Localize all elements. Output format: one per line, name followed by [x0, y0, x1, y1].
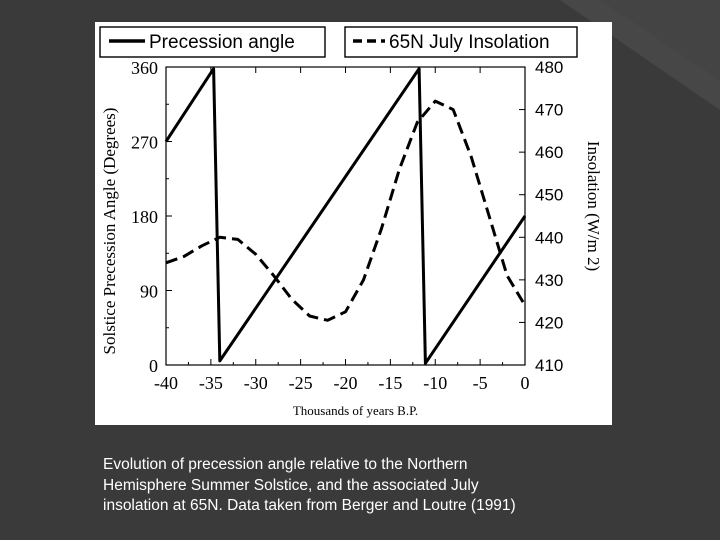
caption-line-3: insolation at 65N. Data taken from Berge… — [103, 497, 516, 514]
series-line-precession — [164, 67, 527, 365]
legend-label-precession: Precession angle — [149, 32, 295, 53]
y-right-tick-label: 420 — [535, 313, 563, 332]
x-axis-label: Thousands of years B.P. — [293, 403, 418, 418]
precession-insolation-chart: -40 -35 -30 -25 -20 -15 -10 -5 0 0 90 180 270 360 410 4… — [99, 26, 603, 418]
x-tick-label: -35 — [199, 373, 223, 393]
x-tick-label: -40 — [154, 373, 178, 393]
y-left-tick-label: 360 — [131, 58, 158, 78]
y-right-tick-label: 460 — [535, 143, 563, 162]
x-tick-label: -15 — [378, 373, 402, 393]
y-right-tick-label: 470 — [535, 101, 563, 120]
figure-caption: Evolution of precession angle relative t… — [103, 455, 623, 517]
caption-line-1: Evolution of precession angle relative t… — [103, 456, 468, 473]
series-line-insolation — [165, 99, 527, 322]
y-right-tick-label: 410 — [535, 356, 563, 375]
x-tick-label: -20 — [334, 373, 358, 393]
y-right-tick-label: 430 — [535, 271, 563, 290]
x-tick-label: 0 — [521, 373, 530, 393]
y-left-tick-label: 270 — [131, 133, 158, 153]
y-right-axis-label: Insolation (W/m 2) — [584, 141, 603, 271]
x-tick-label: -25 — [289, 373, 313, 393]
x-tick-label: -5 — [473, 373, 488, 393]
y-left-axis-label: Solstice Precession Angle (Degrees) — [100, 108, 119, 355]
y-right-tick-label: 450 — [535, 186, 563, 205]
y-left-tick-label: 90 — [140, 282, 158, 302]
legend-box-precession — [99, 26, 326, 58]
y-right-tick-label: 480 — [535, 58, 563, 77]
y-left-tick-label: 0 — [149, 356, 158, 376]
chart-figure: -40 -35 -30 -25 -20 -15 -10 -5 0 0 90 180 270 360 410 4… — [95, 22, 612, 425]
y-right-tick-label: 440 — [535, 228, 563, 247]
legend-label-insolation: 65N July Insolation — [389, 32, 550, 53]
caption-line-2: Hemisphere Summer Solstice, and the asso… — [103, 476, 479, 494]
x-tick-label: -10 — [423, 373, 447, 393]
y-left-tick-label: 180 — [131, 207, 158, 227]
x-tick-label: -30 — [244, 373, 268, 393]
